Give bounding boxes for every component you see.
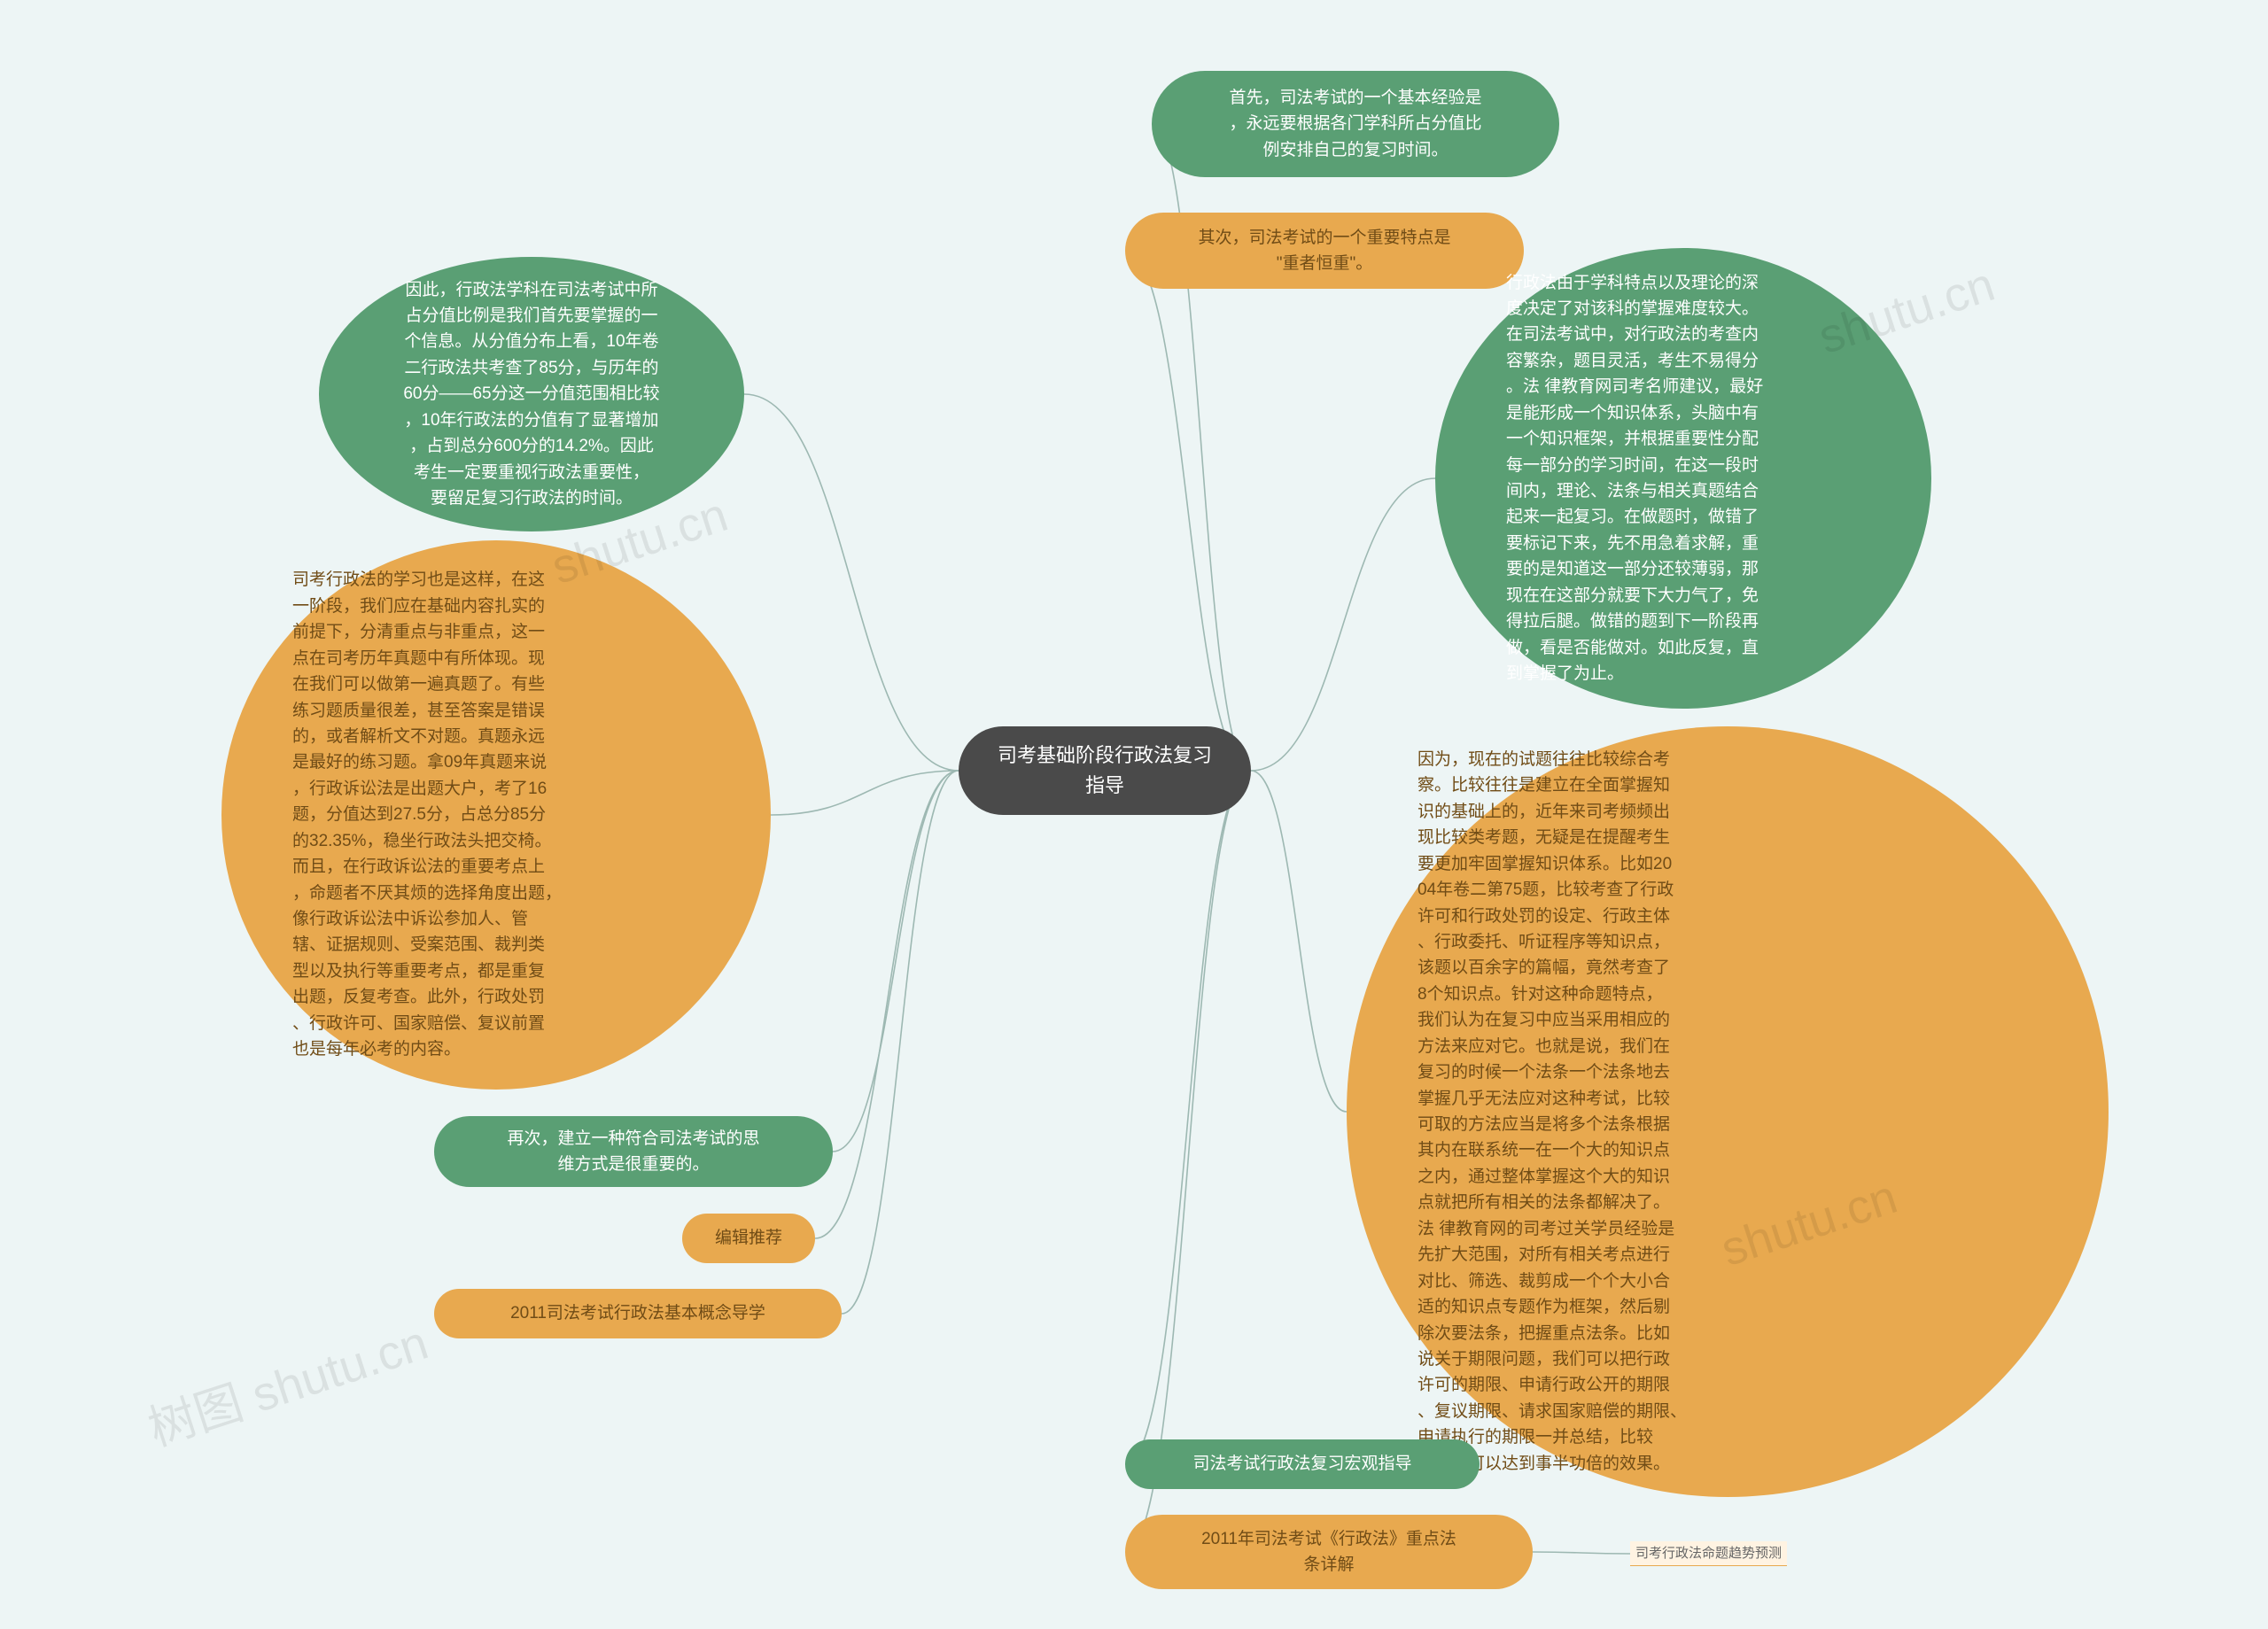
- branch-node[interactable]: 再次，建立一种符合司法考试的思 维方式是很重要的。: [434, 1116, 833, 1187]
- node-text: 因此，行政法学科在司法考试中所 占分值比例是我们首先要掌握的一 个信息。从分值分…: [319, 261, 744, 528]
- branch-node[interactable]: 首先，司法考试的一个基本经验是 ，永远要根据各门学科所占分值比 例安排自己的复习…: [1152, 71, 1559, 177]
- branch-node[interactable]: 司考行政法的学习也是这样，在这 一阶段，我们应在基础内容扎实的 前提下，分清重点…: [221, 540, 771, 1090]
- root-label: 司考基础阶段行政法复习 指导: [959, 725, 1251, 817]
- branch-node[interactable]: 行政法由于学科特点以及理论的深 度决定了对该科的掌握难度较大。 在司法考试中，对…: [1435, 248, 1931, 709]
- leaf-node[interactable]: 司考行政法命题趋势预测: [1630, 1541, 1787, 1566]
- node-text: 2011司法考试行政法基本概念导学: [434, 1284, 842, 1342]
- node-text: 首先，司法考试的一个基本经验是 ，永远要根据各门学科所占分值比 例安排自己的复习…: [1152, 69, 1559, 179]
- node-text: 司考行政法的学习也是这样，在这 一阶段，我们应在基础内容扎实的 前提下，分清重点…: [221, 514, 771, 1115]
- root-node[interactable]: 司考基础阶段行政法复习 指导: [959, 726, 1251, 815]
- branch-node[interactable]: 因此，行政法学科在司法考试中所 占分值比例是我们首先要掌握的一 个信息。从分值分…: [319, 257, 744, 531]
- node-text: 编辑推荐: [682, 1209, 815, 1267]
- node-text: 行政法由于学科特点以及理论的深 度决定了对该科的掌握难度较大。 在司法考试中，对…: [1435, 217, 1931, 741]
- watermark: 树图 shutu.cn: [138, 1303, 436, 1459]
- mindmap-canvas: 司考基础阶段行政法复习 指导 因此，行政法学科在司法考试中所 占分值比例是我们首…: [0, 0, 2268, 1629]
- branch-node[interactable]: 2011司法考试行政法基本概念导学: [434, 1289, 842, 1338]
- leaf-label: 司考行政法命题趋势预测: [1630, 1541, 1787, 1566]
- branch-node[interactable]: 司法考试行政法复习宏观指导: [1125, 1439, 1480, 1489]
- node-text: 再次，建立一种符合司法考试的思 维方式是很重要的。: [434, 1110, 833, 1194]
- node-text: 2011年司法考试《行政法》重点法 条详解: [1125, 1510, 1533, 1594]
- branch-node[interactable]: 编辑推荐: [682, 1214, 815, 1263]
- branch-node[interactable]: 2011年司法考试《行政法》重点法 条详解: [1125, 1515, 1533, 1589]
- node-text: 因为，现在的试题往往比较综合考 察。比较往往是建立在全面掌握知 识的基础上的，近…: [1347, 694, 2109, 1530]
- node-text: 司法考试行政法复习宏观指导: [1125, 1435, 1480, 1493]
- branch-node[interactable]: 因为，现在的试题往往比较综合考 察。比较往往是建立在全面掌握知 识的基础上的，近…: [1347, 726, 2109, 1497]
